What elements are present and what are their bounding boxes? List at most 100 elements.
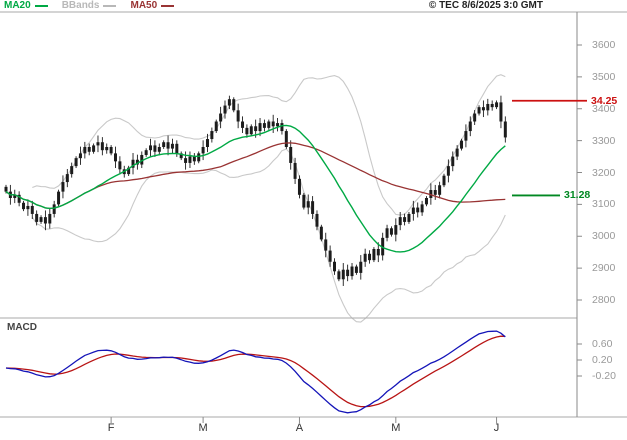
candle-body <box>30 205 34 214</box>
candle-body <box>451 156 455 167</box>
ma20-line <box>5 124 506 253</box>
candle-body <box>149 145 153 151</box>
candle-body <box>135 159 139 165</box>
candle-body <box>17 194 21 203</box>
candle-body <box>245 127 249 135</box>
candle-body <box>192 156 196 162</box>
month-axis-label: M <box>391 422 401 434</box>
candle-body <box>57 191 61 205</box>
candle-body <box>96 142 100 146</box>
candle-body <box>223 105 227 114</box>
candle-body <box>65 174 69 183</box>
candle-body <box>13 194 17 198</box>
legend-ma50-label: MA50 <box>130 0 158 11</box>
price-axis-label: 3400 <box>592 102 616 115</box>
candle-body <box>346 269 350 277</box>
copyright-label: © TEC 8/6/2025 3:0 GMT <box>428 0 543 11</box>
macd-axis-label: -0.20 <box>592 370 616 382</box>
legend-ma20-swatch <box>34 4 48 7</box>
price-axis-label: 3600 <box>592 39 616 51</box>
candle-body <box>328 250 332 262</box>
candle-body <box>381 237 385 256</box>
candle-body <box>337 271 341 280</box>
candle-body <box>477 107 481 114</box>
candle-body <box>468 121 472 132</box>
candle-body <box>359 261 363 273</box>
candle-body <box>424 198 428 205</box>
price-axis-label: 3300 <box>592 134 616 147</box>
candle-body <box>363 253 367 262</box>
legend-bbands-swatch <box>103 4 117 7</box>
candle-body <box>61 182 65 192</box>
month-axis-label: J <box>493 422 500 434</box>
candle-body <box>385 228 389 238</box>
candle-body <box>114 153 117 162</box>
candle-body <box>254 126 258 132</box>
candle-body <box>109 147 113 154</box>
candle-body <box>416 207 420 213</box>
candle-body <box>179 153 183 159</box>
candle-body <box>324 239 328 251</box>
legend-ma50-swatch <box>161 4 175 7</box>
candle-body <box>201 147 205 154</box>
candle-body <box>302 194 306 208</box>
price-axis-label: 2900 <box>592 262 616 275</box>
candle-body <box>455 148 459 157</box>
candle-body <box>52 204 56 214</box>
candle-body <box>490 103 494 108</box>
candle-body <box>262 123 266 128</box>
macd-signal-line <box>5 335 506 408</box>
candle-body <box>35 213 39 222</box>
legend-bbands-label: BBands <box>61 0 100 11</box>
candle-body <box>144 150 148 155</box>
candle-body <box>267 121 271 128</box>
candle-body <box>289 147 293 163</box>
candle-body <box>389 228 393 235</box>
candle-body <box>70 166 74 175</box>
candle-body <box>271 121 275 127</box>
candle-body <box>319 226 323 240</box>
candle-body <box>241 121 245 128</box>
candle-body <box>100 142 104 151</box>
candle-body <box>407 213 411 222</box>
candle-body <box>376 249 380 256</box>
legend-item-bbands: BBands <box>62 0 117 11</box>
candle-body <box>499 102 503 122</box>
bollinger-upper-band <box>32 74 506 216</box>
macd-axis-label: 0.60 <box>592 338 613 350</box>
candle-body <box>433 190 437 195</box>
candle-body <box>205 139 209 147</box>
month-axis-label: F <box>107 422 115 434</box>
candle-body <box>368 253 372 261</box>
candle-body <box>354 266 358 273</box>
candle-body <box>131 159 135 168</box>
price-axis-label: 3500 <box>592 70 616 83</box>
candle-body <box>446 166 450 176</box>
candle-body <box>184 158 188 163</box>
candle-body <box>486 103 490 111</box>
price-axis-label: 3200 <box>592 166 616 179</box>
candle-body <box>170 143 174 149</box>
candle-body <box>26 205 30 210</box>
candle-body <box>398 217 402 226</box>
macd-panel-title: MACD <box>7 322 37 333</box>
candle-body <box>420 204 424 213</box>
candle-body <box>140 154 144 165</box>
legend-item-ma20: MA20 <box>4 0 48 11</box>
candle-body <box>341 269 345 280</box>
candle-body <box>333 261 336 272</box>
candle-body <box>481 107 485 111</box>
candle-body <box>92 145 96 152</box>
legend-item-ma50: MA50 <box>130 0 175 11</box>
candle-body <box>438 185 442 195</box>
candle-body <box>394 225 398 235</box>
candle-body <box>83 147 87 154</box>
candle-body <box>503 121 507 138</box>
candle-body <box>157 147 161 152</box>
bollinger-lower-band <box>31 148 506 323</box>
candle-body <box>4 186 8 192</box>
candle-body <box>297 178 301 195</box>
candle-body <box>43 217 47 224</box>
candle-body <box>315 213 319 227</box>
